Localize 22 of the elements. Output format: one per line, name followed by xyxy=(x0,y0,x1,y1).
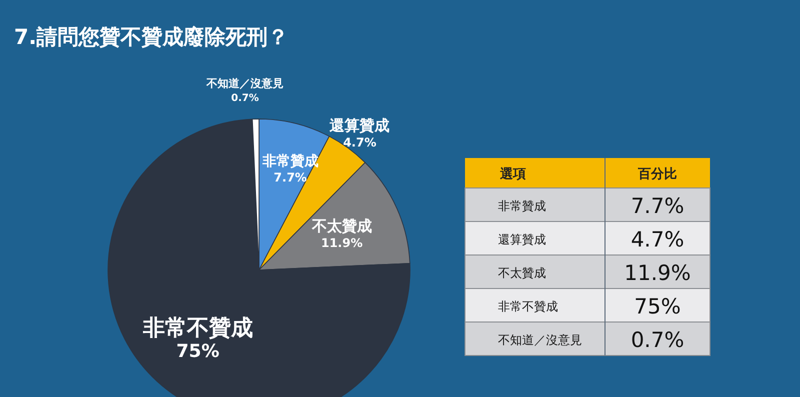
category-label: 不太贊成 xyxy=(498,266,546,280)
data-label: 7.7% xyxy=(274,170,307,184)
text: 11.9% xyxy=(624,261,691,285)
slice-label: 不知道／沒意見 xyxy=(206,77,284,90)
category-label: 不知道／沒意見 xyxy=(498,333,582,347)
slice-label: 非常不贊成 xyxy=(142,316,253,341)
data-label: 75% xyxy=(176,340,220,362)
data-label: 0.7% xyxy=(231,93,259,104)
category-label: 非常贊成 xyxy=(498,199,546,213)
slice-label: 還算贊成 xyxy=(328,116,390,134)
text: 4.7% xyxy=(630,228,684,252)
text: 75% xyxy=(634,294,681,318)
data-label: 4.7% xyxy=(343,135,376,150)
text: 7.7% xyxy=(630,194,684,218)
text: 0.7% xyxy=(630,328,684,352)
slice-label: 非常不贊成 xyxy=(498,300,558,314)
category-label: 還算贊成 xyxy=(498,232,546,246)
text: 百分比 xyxy=(637,167,677,182)
text: 選項 xyxy=(499,167,526,182)
chart-title: 7.請問您贊不贊成廢除死刑？ xyxy=(14,25,289,49)
data-label: 11.9% xyxy=(320,236,363,250)
slice-label: 不太贊成 xyxy=(310,217,372,236)
